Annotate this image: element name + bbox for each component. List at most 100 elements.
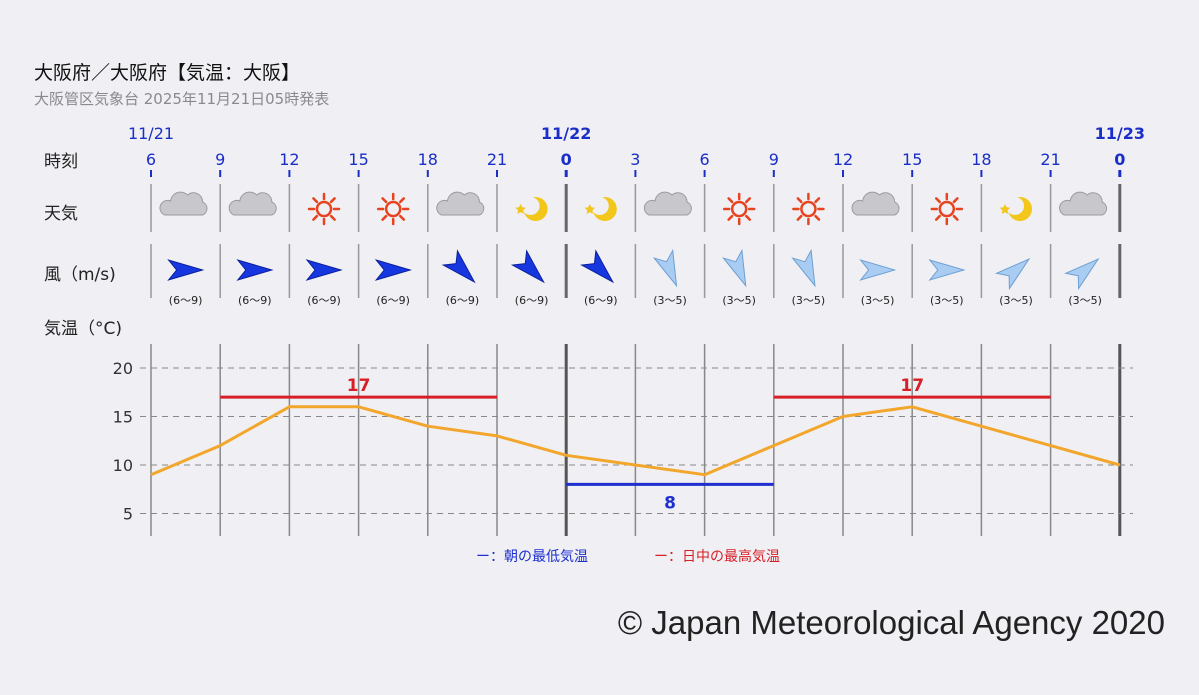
sun-ray bbox=[952, 197, 959, 204]
cloud-icon bbox=[851, 191, 900, 216]
hour-label: 15 bbox=[348, 150, 368, 169]
hour-label: 18 bbox=[971, 150, 991, 169]
sun-ray bbox=[329, 197, 336, 204]
moon-star bbox=[584, 204, 595, 214]
wind-arrow-shape bbox=[441, 249, 476, 284]
hour-label: 15 bbox=[902, 150, 922, 169]
sun-icon bbox=[376, 192, 410, 226]
wind-arrow-shape bbox=[1064, 257, 1100, 291]
wind-arrow-shape bbox=[791, 248, 816, 288]
wind-arrow-icon bbox=[791, 248, 816, 288]
time-row-label: 時刻 bbox=[44, 152, 78, 172]
sun-ray bbox=[814, 197, 821, 204]
wind-speed: (6〜9) bbox=[307, 294, 341, 307]
date-label: 11/22 bbox=[541, 124, 591, 143]
wind-speed: (6〜9) bbox=[584, 294, 618, 307]
wind-speed: (6〜9) bbox=[515, 294, 549, 307]
temperature-plot: 5 10 15 20 17 17 8 bbox=[113, 344, 1133, 536]
wind-speed: (3〜5) bbox=[792, 294, 826, 307]
wind-arrow-icon bbox=[305, 259, 343, 281]
max-temp-label: 17 bbox=[347, 376, 371, 396]
wind-arrow-shape bbox=[305, 259, 343, 281]
wind-arrow-icon bbox=[652, 248, 678, 288]
wind-arrow-shape bbox=[994, 257, 1031, 291]
sun-icon bbox=[307, 192, 341, 226]
wind-arrow-shape bbox=[580, 249, 615, 284]
wind-arrow-icon bbox=[1064, 257, 1100, 291]
moon-cutout bbox=[1006, 197, 1024, 215]
wind-arrow-shape bbox=[510, 249, 545, 284]
max-temp-label: 17 bbox=[900, 376, 924, 396]
cloud-icon bbox=[436, 191, 485, 216]
hour-label: 18 bbox=[418, 150, 438, 169]
cloud-shape bbox=[436, 191, 485, 216]
y-tick-label: 20 bbox=[113, 359, 133, 378]
legend-min: ー：朝の最低気温 bbox=[476, 549, 588, 565]
wind-arrow-shape bbox=[374, 259, 412, 281]
min-temp-label: 8 bbox=[664, 493, 676, 513]
wind-arrow-shape bbox=[928, 259, 966, 281]
wind-arrow-icon bbox=[510, 249, 545, 284]
cloud-icon bbox=[228, 191, 277, 216]
wind-arrow-icon bbox=[580, 249, 615, 284]
copyright: © Japan Meteorological Agency 2020 bbox=[617, 604, 1165, 641]
hour-label: 6 bbox=[700, 150, 710, 169]
wind-speed: (3〜5) bbox=[930, 294, 964, 307]
wind-arrow-icon bbox=[441, 249, 476, 284]
sun-ray bbox=[312, 214, 319, 221]
y-tick-label: 10 bbox=[113, 456, 133, 475]
wind-arrow-shape bbox=[722, 248, 747, 288]
wind-arrow-icon bbox=[859, 259, 897, 281]
cloud-shape bbox=[851, 191, 900, 216]
sun-ray bbox=[329, 214, 336, 221]
weather-row bbox=[150, 184, 1122, 232]
wind-speed: (3〜5) bbox=[653, 294, 687, 307]
sun-icon bbox=[792, 192, 825, 226]
sun-ray bbox=[381, 197, 388, 204]
row-labels: 時刻 天気 風（m/s) 気温（°C) bbox=[44, 152, 122, 339]
hour-label: 0 bbox=[1114, 150, 1125, 169]
cloud-icon bbox=[159, 191, 208, 216]
wind-speed: (3〜5) bbox=[861, 294, 895, 307]
hour-label: 21 bbox=[1040, 150, 1060, 169]
cloud-icon bbox=[643, 191, 692, 216]
issued-info: 大阪管区気象台 2025年11月21日05時発表 bbox=[34, 90, 330, 108]
wind-arrow-icon bbox=[374, 259, 412, 281]
wind-speed: (3〜5) bbox=[999, 294, 1033, 307]
sun-disc bbox=[800, 200, 817, 218]
temperature-row-label: 気温（°C) bbox=[44, 319, 122, 339]
page-title: 大阪府／大阪府【気温：大阪】 bbox=[34, 62, 301, 84]
wind-speed: (6〜9) bbox=[376, 294, 410, 307]
sun-ray bbox=[745, 197, 752, 204]
sun-disc bbox=[938, 200, 956, 218]
cloud-icon bbox=[1059, 191, 1108, 216]
sun-ray bbox=[814, 214, 821, 221]
y-tick-label: 5 bbox=[123, 505, 133, 524]
wind-row-label: 風（m/s) bbox=[44, 265, 116, 285]
moon-cutout bbox=[590, 197, 609, 215]
temperature-line bbox=[150, 405, 1121, 477]
wind-speed: (6〜9) bbox=[446, 294, 480, 307]
sun-ray bbox=[796, 214, 803, 221]
wind-row: (6〜9) (6〜9) (6〜9) (6〜9) (6〜9) (6〜9) (6〜9) (3〜5)… bbox=[150, 244, 1122, 307]
wind-arrow-shape bbox=[236, 259, 274, 281]
sun-ray bbox=[934, 197, 941, 204]
moon-cutout bbox=[521, 197, 540, 215]
sun-ray bbox=[727, 197, 734, 204]
sun-icon bbox=[930, 192, 964, 226]
sun-ray bbox=[745, 214, 752, 221]
cloud-shape bbox=[228, 191, 277, 216]
moon-icon bbox=[515, 197, 548, 221]
hour-label: 21 bbox=[487, 150, 507, 169]
sun-ray bbox=[399, 214, 406, 221]
hour-label: 3 bbox=[630, 150, 640, 169]
moon-star bbox=[999, 204, 1011, 214]
hour-label: 12 bbox=[279, 150, 299, 169]
hour-label: 9 bbox=[215, 150, 225, 169]
moon-icon bbox=[584, 197, 617, 221]
weather-row-label: 天気 bbox=[44, 204, 78, 224]
wind-arrow-icon bbox=[994, 257, 1031, 291]
sun-icon bbox=[722, 192, 756, 226]
sun-ray bbox=[381, 214, 388, 221]
sun-disc bbox=[730, 200, 748, 218]
